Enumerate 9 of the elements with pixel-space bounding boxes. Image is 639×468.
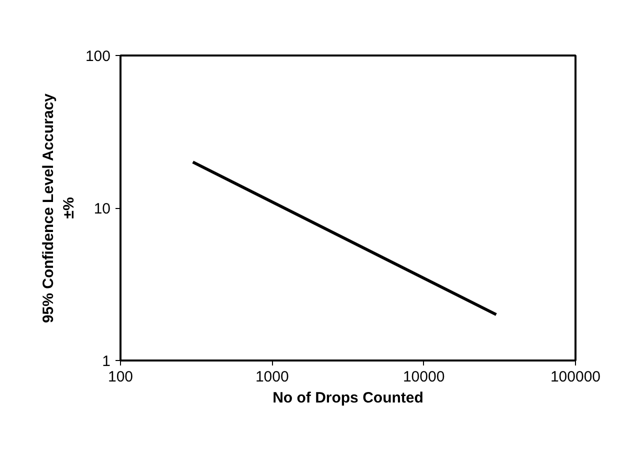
- y-axis-title: 95% Confidence Level Accuracy ±%: [40, 92, 78, 324]
- y-tick-label: 10: [94, 200, 111, 218]
- x-axis-title: No of Drops Counted: [272, 390, 424, 406]
- y-tick-label: 1: [102, 353, 110, 370]
- x-tick-label: 1000: [255, 368, 289, 386]
- y-tick-label: 100: [85, 48, 111, 65]
- x-tick-label: 10000: [402, 368, 445, 386]
- x-tick-label: 100: [108, 368, 134, 386]
- x-tick-label: 100000: [550, 368, 601, 386]
